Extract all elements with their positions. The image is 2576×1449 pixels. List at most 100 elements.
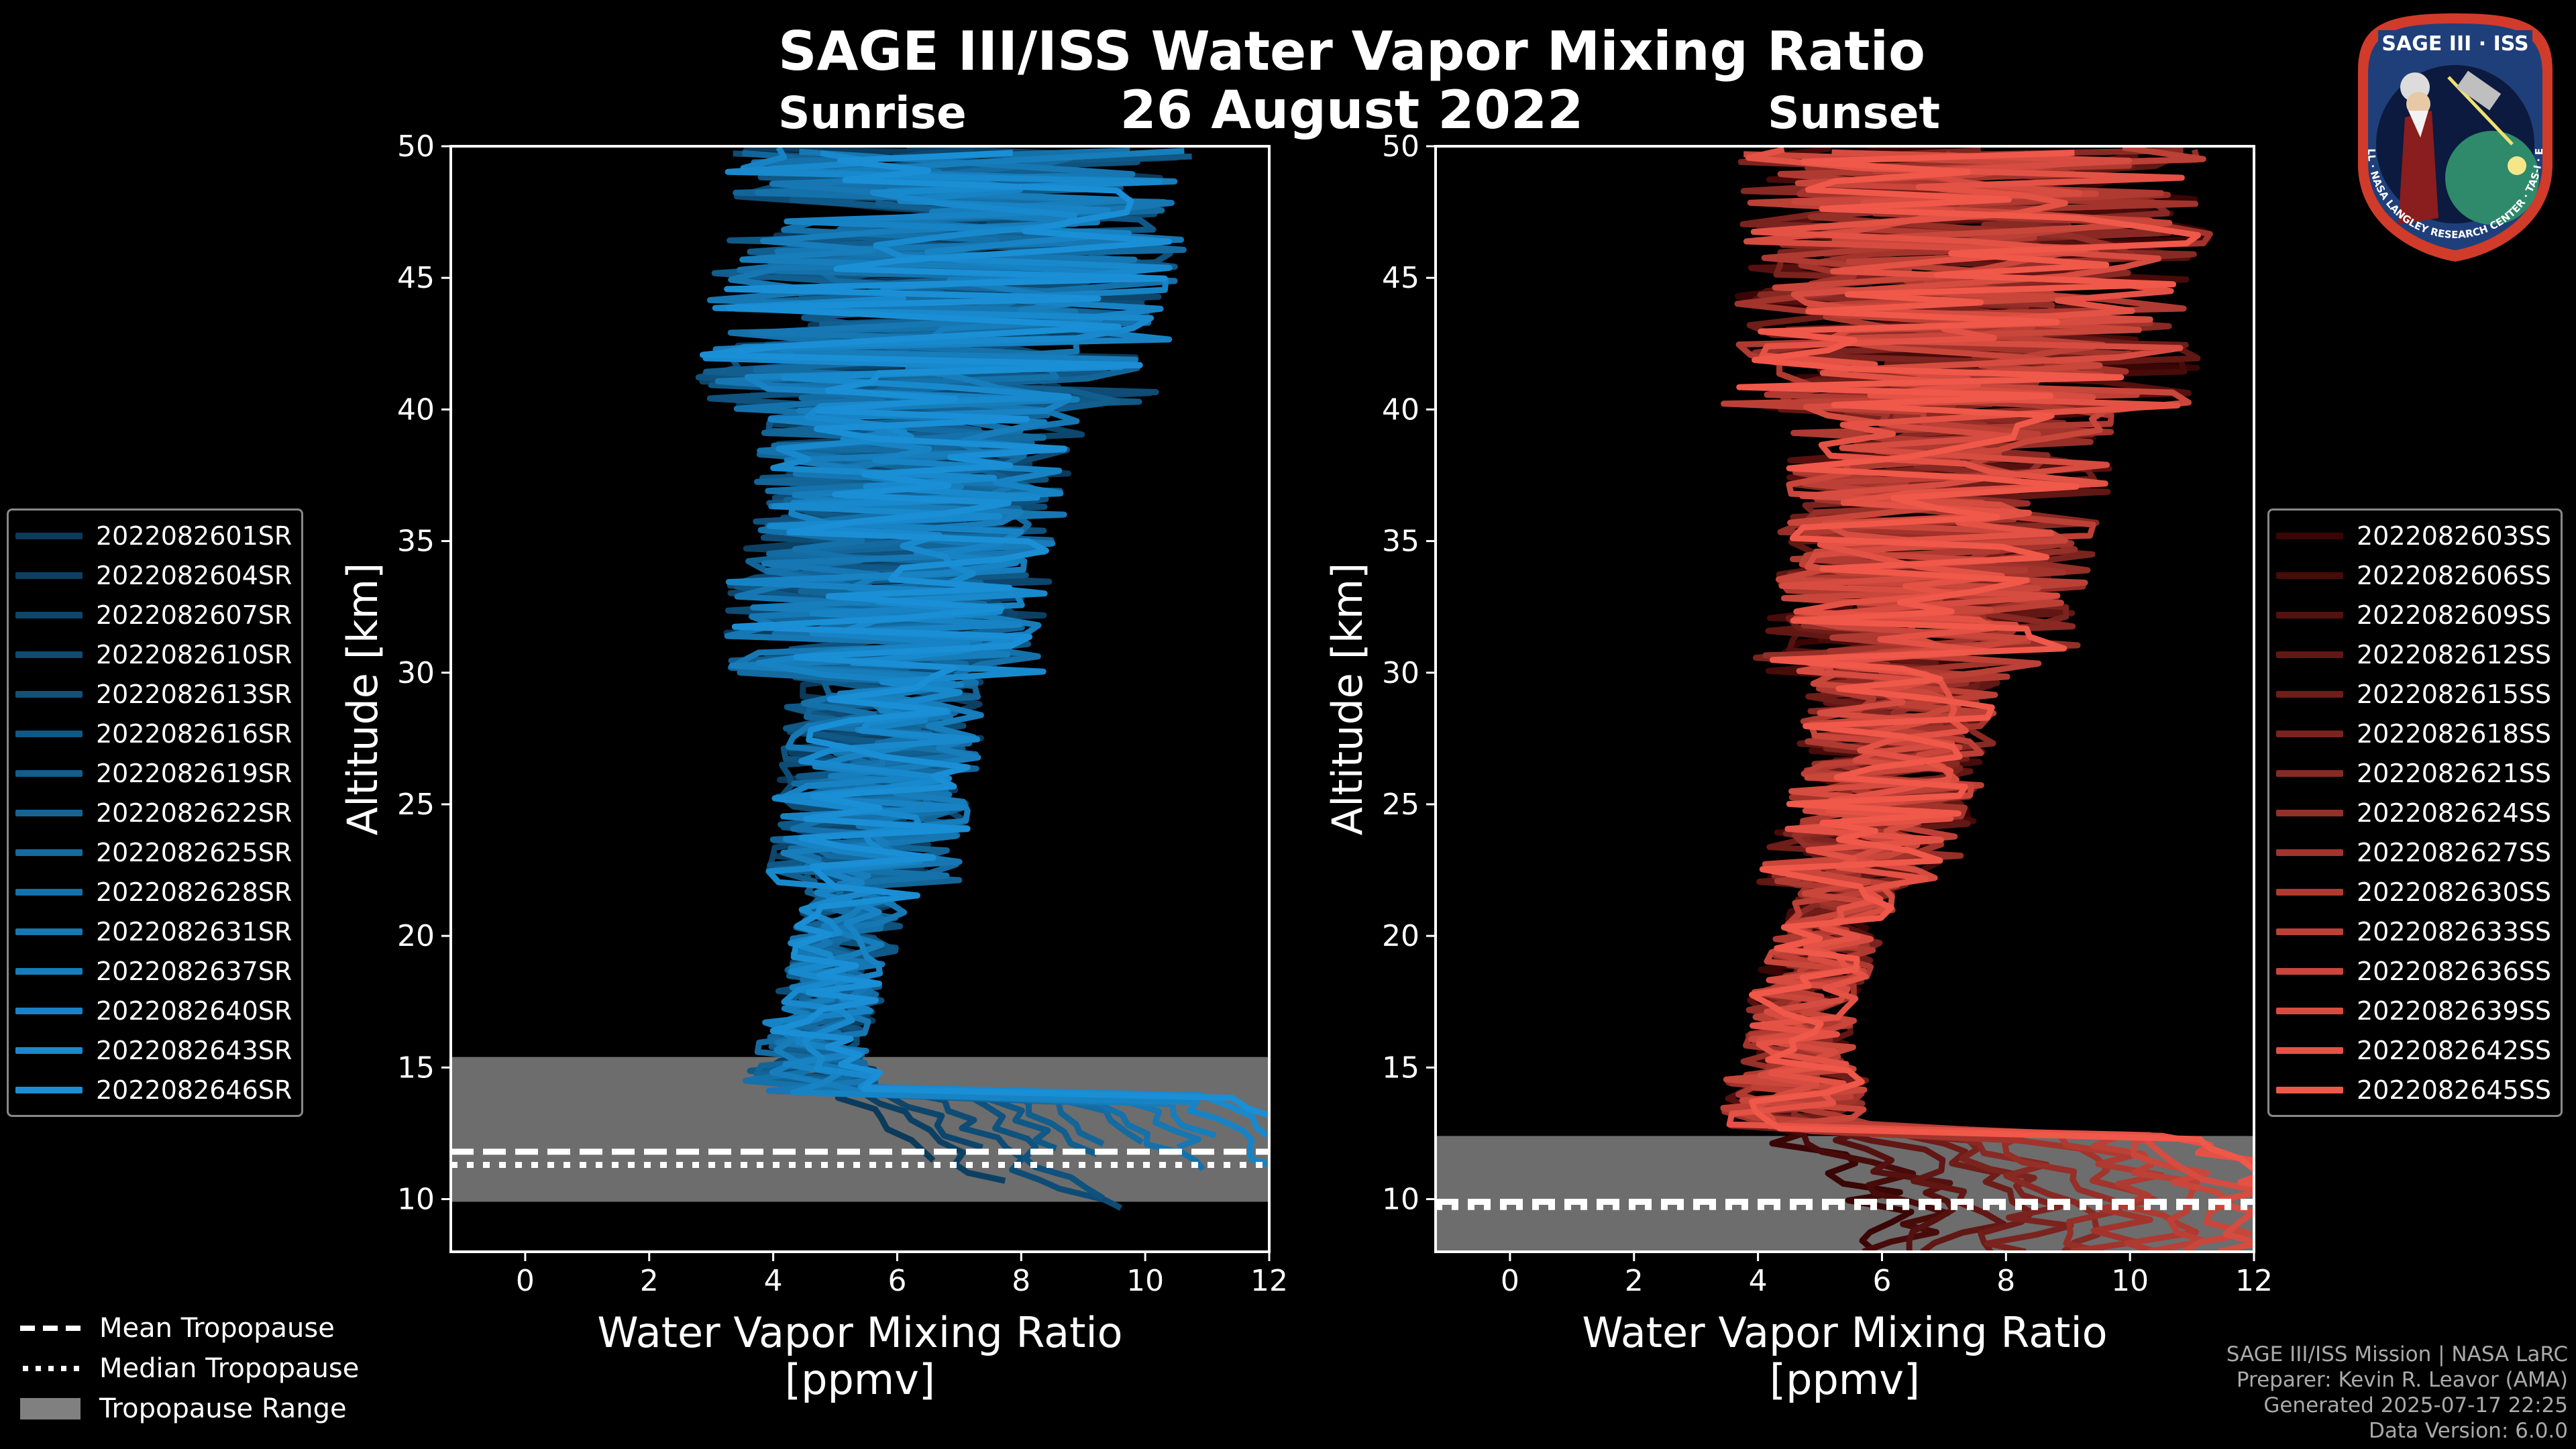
legend-swatch [15,1086,83,1093]
sunset-x-axis-label: Water Vapor Mixing Ratio [1582,1308,2107,1357]
legend-entry-sunrise: 2022082622SR [15,793,292,833]
legend-label: 2022082612SS [2357,639,2552,669]
legend-entry-sunrise: 2022082640SR [15,991,292,1030]
y-tick-label: 20 [397,919,435,953]
y-tick-label: 45 [1382,261,1419,295]
x-tick-label: 2 [640,1264,659,1298]
legend-entry-sunset: 2022082636SS [2276,951,2551,991]
legend-label: 2022082609SS [2357,600,2552,630]
credit-preparer: Preparer: Kevin R. Leavor (AMA) [2236,1368,2568,1392]
legend-label: 2022082642SS [2357,1035,2552,1065]
legend-entry-sunset: 2022082612SS [2276,635,2551,674]
legend-label: 2022082637SR [96,956,292,986]
legend-swatch [15,967,83,975]
legend-swatch [15,690,83,698]
sunrise-x-axis-label: Water Vapor Mixing Ratio [597,1308,1122,1357]
sunset-x-axis-unit: [ppmv] [1770,1355,1920,1404]
y-tick-label: 50 [1382,129,1419,164]
legend-entry-sunrise: 2022082619SR [15,753,292,793]
legend-label: 2022082613SR [96,679,292,709]
legend-label: 2022082624SS [2357,798,2552,828]
legend-swatch [15,532,83,539]
credits: SAGE III/ISS Mission | NASA LaRC Prepare… [2226,1342,2568,1444]
legend-swatch [15,611,83,619]
credit-mission: SAGE III/ISS Mission | NASA LaRC [2226,1342,2568,1366]
x-tick-label: 8 [1996,1264,2015,1298]
median-tropopause-label: Median Tropopause [99,1353,360,1384]
range-swatch-icon [20,1398,80,1419]
legend-entry-sunset: 2022082606SS [2276,555,2551,595]
sunrise-legend: 2022082601SR 2022082604SR 2022082607SR 2022… [7,508,304,1117]
x-tick-label: 12 [2235,1264,2273,1298]
legend-label: 2022082643SR [96,1035,292,1065]
sunrise-x-axis-unit: [ppmv] [785,1355,935,1404]
y-tick-label: 20 [1382,919,1419,953]
legend-label: 2022082633SS [2357,916,2552,947]
legend-swatch [2276,1007,2343,1014]
x-tick-label: 8 [1012,1264,1030,1298]
legend-entry-sunrise: 2022082601SR [15,516,292,555]
legend-swatch [2276,809,2343,816]
legend-swatch [15,809,83,816]
mean-tropopause-entry: Mean Tropopause [20,1308,359,1348]
legend-label: 2022082645SS [2357,1075,2552,1105]
sage-mission-logo: SAGE III · ISS BALL · NASA LANGLEY RESEA… [2341,10,2553,262]
legend-label: 2022082616SR [96,718,292,749]
legend-label: 2022082627SS [2357,837,2552,867]
legend-entry-sunset: 2022082630SS [2276,872,2551,912]
legend-swatch [15,888,83,896]
legend-swatch [2276,928,2343,935]
sunrise-y-axis-label: Altitude [km] [338,563,387,836]
legend-label: 2022082610SR [96,639,292,669]
x-tick-label: 6 [1872,1264,1891,1298]
legend-entry-sunset: 2022082615SS [2276,674,2551,714]
legend-label: 2022082630SS [2357,877,2552,907]
legend-entry-sunset: 2022082639SS [2276,991,2551,1030]
legend-entry-sunset: 2022082627SS [2276,833,2551,872]
legend-entry-sunset: 2022082624SS [2276,793,2551,833]
dotted-line-icon [23,1366,80,1371]
legend-swatch [2276,572,2343,579]
sunset-axes-frame [1434,145,2255,1253]
legend-swatch [2276,532,2343,539]
legend-label: 2022082606SS [2357,560,2552,590]
legend-entry-sunrise: 2022082625SR [15,833,292,872]
legend-entry-sunset: 2022082645SS [2276,1070,2551,1110]
mean-tropopause-label: Mean Tropopause [99,1313,335,1344]
x-tick-label: 4 [764,1264,783,1298]
legend-label: 2022082604SR [96,560,292,590]
sunset-y-axis-label: Altitude [km] [1323,563,1372,836]
legend-swatch [2276,769,2343,777]
y-tick-label: 15 [1382,1051,1419,1085]
y-tick-label: 35 [1382,525,1419,559]
tropopause-range-label: Tropopause Range [99,1393,347,1424]
x-tick-label: 4 [1749,1264,1768,1298]
sunset-profiles [1720,146,2254,1252]
dashed-line-icon [20,1326,80,1331]
tropopause-legend: Mean Tropopause Median Tropopause Tropop… [20,1308,359,1429]
y-tick-label: 40 [1382,392,1419,427]
legend-entry-sunrise: 2022082628SR [15,872,292,912]
legend-swatch [2276,651,2343,658]
legend-entry-sunset: 2022082642SS [2276,1030,2551,1070]
y-tick-label: 25 [1382,788,1419,822]
chart-date: 26 August 2022 [1120,80,1584,141]
legend-swatch [15,1046,83,1054]
y-tick-label: 10 [1382,1183,1419,1217]
y-tick-label: 10 [397,1183,435,1217]
legend-entry-sunrise: 2022082643SR [15,1030,292,1070]
y-tick-label: 50 [397,129,435,164]
legend-entry-sunrise: 2022082610SR [15,635,292,674]
sunrise-subtitle: Sunrise [778,87,967,139]
legend-label: 2022082619SR [96,758,292,788]
legend-swatch [2276,730,2343,737]
sunrise-profiles [695,146,1269,1211]
legend-label: 2022082621SS [2357,758,2552,788]
legend-entry-sunset: 2022082609SS [2276,595,2551,635]
legend-swatch [15,572,83,579]
legend-swatch [2276,1086,2343,1093]
y-tick-label: 15 [397,1051,435,1085]
legend-entry-sunrise: 2022082637SR [15,951,292,991]
legend-label: 2022082618SS [2357,718,2552,749]
legend-swatch [2276,611,2343,619]
